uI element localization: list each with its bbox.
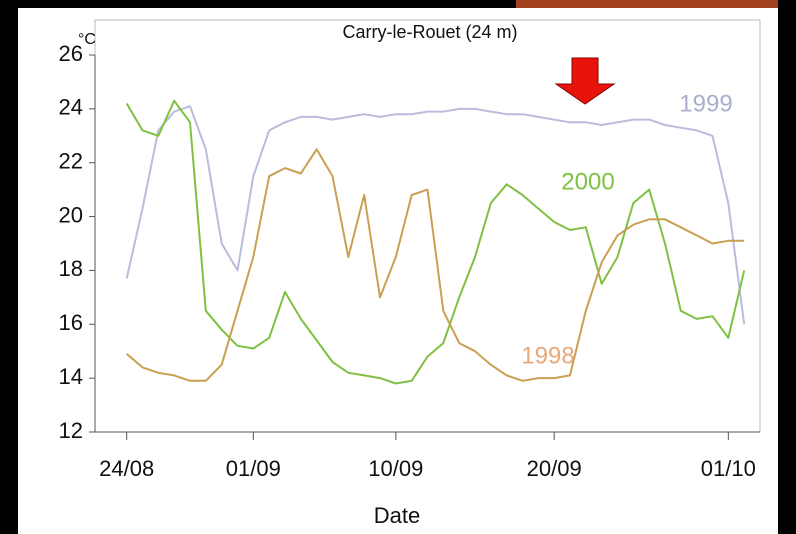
corner-image (516, 0, 778, 8)
x-axis-label: Date (374, 503, 420, 528)
x-tick-label: 20/09 (527, 456, 582, 481)
series-label: 1998 (521, 342, 574, 369)
background (0, 0, 796, 534)
chart: Carry-le-Rouet (24 m) °C Date 1214161820… (0, 0, 796, 534)
x-tick-label: 01/10 (701, 456, 756, 481)
slide-border (0, 0, 18, 534)
x-tick-label: 01/09 (226, 456, 281, 481)
y-tick-label: 14 (59, 364, 83, 389)
y-tick-label: 22 (59, 149, 83, 174)
series-label: 2000 (561, 168, 614, 195)
y-tick-label: 12 (59, 418, 83, 443)
y-tick-label: 24 (59, 95, 83, 120)
y-tick-label: 16 (59, 310, 83, 335)
chart-title: Carry-le-Rouet (24 m) (342, 22, 517, 42)
x-tick-label: 10/09 (368, 456, 423, 481)
y-tick-label: 18 (59, 256, 83, 281)
y-tick-label: 26 (59, 41, 83, 66)
x-tick-label: 24/08 (99, 456, 154, 481)
slide-border (778, 0, 796, 534)
y-tick-label: 20 (59, 202, 83, 227)
series-label: 1999 (679, 90, 732, 117)
